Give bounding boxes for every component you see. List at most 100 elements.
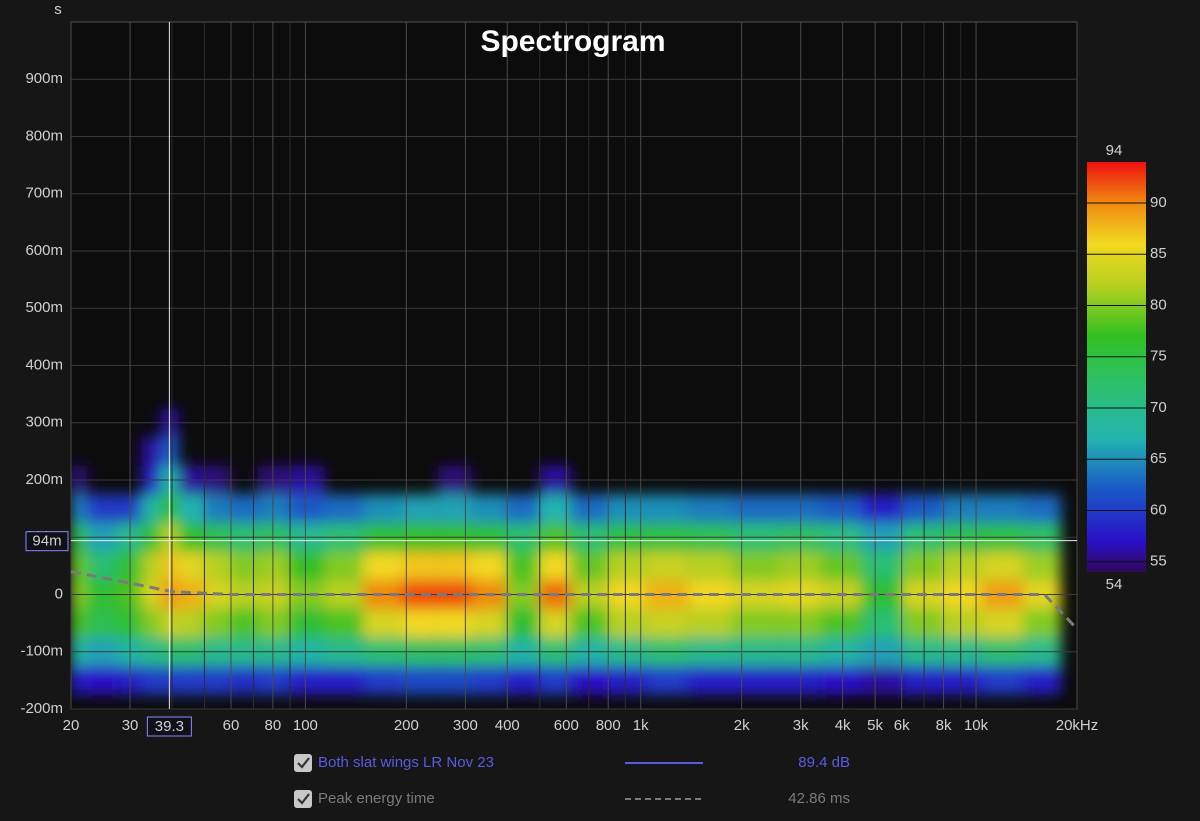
y-tick-label: 300m	[25, 414, 63, 431]
spectrogram-cell	[821, 551, 862, 581]
x-tick-label: 600	[554, 717, 579, 734]
x-tick-label: 5k	[867, 717, 883, 734]
spectrogram-cell	[688, 608, 733, 638]
spectrogram-cell	[324, 666, 364, 695]
spectrogram-cell	[324, 608, 364, 638]
spectrogram-cell	[141, 437, 161, 466]
legend-checkbox	[294, 754, 312, 772]
x-tick-label: 20	[63, 717, 80, 734]
colorbar-tick-label: 75	[1150, 348, 1167, 365]
x-tick-label: 8k	[936, 717, 952, 734]
spectrogram-cell	[732, 551, 779, 581]
spectrogram-cell	[688, 494, 733, 523]
legend-check	[297, 793, 310, 805]
spectrogram-cell	[778, 551, 822, 581]
spectrogram-cell	[506, 666, 540, 695]
peak-energy-line	[71, 570, 1077, 630]
spectrogram-cell	[324, 494, 364, 523]
x-tick-label: 30	[122, 717, 139, 734]
spectrogram-cell	[141, 494, 161, 523]
x-tick-label: 60	[223, 717, 240, 734]
x-tick-label: 800	[596, 717, 621, 734]
spectrogram-cell	[363, 551, 402, 581]
spectrogram-cell	[861, 494, 903, 523]
spectrogram-cell	[471, 551, 507, 581]
spectrogram-cell	[203, 666, 231, 695]
spectrogram-cell	[688, 551, 733, 581]
y-tick-label: -200m	[20, 700, 63, 717]
spectrogram-cell	[942, 666, 982, 695]
spectrogram-cell	[942, 608, 982, 638]
colorbar-tick-label: 85	[1150, 245, 1167, 262]
spectrogram-cell	[688, 666, 733, 695]
spectrogram-cell	[902, 494, 943, 523]
colorbar	[1087, 162, 1146, 572]
y-tick-label: 600m	[25, 242, 63, 259]
spectrogram-cell	[861, 551, 903, 581]
spectrogram-cell	[942, 551, 982, 581]
spectrogram-cell	[646, 494, 689, 523]
spectrogram-cell	[116, 551, 142, 581]
cursor-y-label: 94m	[32, 533, 61, 550]
cursor-y-box	[25, 531, 69, 552]
y-tick-label: 500m	[25, 299, 63, 316]
x-tick-label: 10k	[964, 717, 989, 734]
spectrogram-cell	[289, 494, 325, 523]
spectrogram-cell	[178, 666, 204, 695]
spectrogram-cell	[71, 551, 88, 581]
y-tick-label: 200m	[25, 471, 63, 488]
y-tick-label: 700m	[25, 185, 63, 202]
y-tick-label: -100m	[20, 643, 63, 660]
spectrogram-cell	[902, 666, 943, 695]
spectrogram-cell	[203, 494, 231, 523]
spectrogram-cell	[401, 494, 438, 523]
chart-title: Spectrogram	[480, 25, 665, 58]
spectrogram-cell	[471, 666, 507, 695]
legend-name: Peak energy time	[318, 790, 435, 807]
x-tick-label: 6k	[894, 717, 910, 734]
spectrogram-cell	[437, 494, 472, 523]
x-tick-label: 300	[453, 717, 478, 734]
spectrogram-cell	[981, 608, 1024, 638]
spectrogram-cell	[902, 551, 943, 581]
x-tick-label: 80	[265, 717, 282, 734]
colorbar-tick-label: 90	[1150, 194, 1167, 211]
spectrogram-cell	[257, 608, 290, 638]
cursor-x-label: 39.3	[155, 718, 184, 735]
spectrogram-cell	[257, 551, 290, 581]
spectrogram-cell	[646, 608, 689, 638]
spectrogram-cell	[324, 551, 364, 581]
spectrogram-cell	[203, 608, 231, 638]
spectrogram-cell	[141, 608, 161, 638]
colorbar-tick-label: 65	[1150, 450, 1167, 467]
x-tick-label: 20kHz	[1056, 717, 1099, 734]
spectrogram-cell	[732, 494, 779, 523]
spectrogram-cell	[178, 494, 204, 523]
spectrogram-cell	[981, 494, 1024, 523]
spectrogram-cell	[732, 608, 779, 638]
spectrogram-cell	[506, 494, 540, 523]
y-tick-label: 900m	[25, 70, 63, 87]
spectrogram-cell	[178, 551, 204, 581]
spectrogram-cell	[257, 666, 290, 695]
spectrogram-cell	[778, 494, 822, 523]
spectrogram-cell	[1023, 608, 1062, 638]
spectrogram-cell	[607, 551, 647, 581]
spectrogram-cell	[902, 608, 943, 638]
cursor-x-box	[146, 716, 192, 737]
colorbar-tick-label: 55	[1150, 553, 1167, 570]
spectrogram-cell	[401, 608, 438, 638]
spectrogram-cell	[116, 494, 142, 523]
x-tick-label: 200	[394, 717, 419, 734]
spectrogram-cell	[87, 608, 117, 638]
colorbar-tick-label: 60	[1150, 501, 1167, 518]
spectrogram-cell	[607, 608, 647, 638]
y-tick-label: 400m	[25, 356, 63, 373]
x-tick-label: 100	[293, 717, 318, 734]
spectrogram-cell	[1023, 666, 1062, 695]
spectrogram-cell	[289, 608, 325, 638]
legend-name: Both slat wings LR Nov 23	[318, 754, 494, 771]
legend-readout: 89.4 dB	[798, 754, 850, 771]
